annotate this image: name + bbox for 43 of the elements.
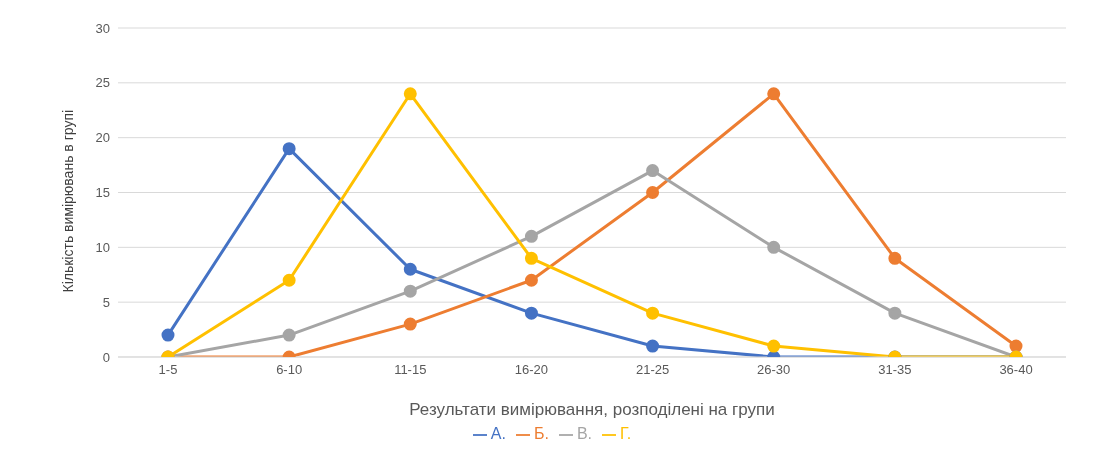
y-tick-label: 15 [95, 185, 110, 201]
legend-label: В. [576, 425, 593, 442]
x-tick-label: 31-35 [878, 362, 912, 378]
point [888, 251, 902, 265]
y-axis-title: Кількість вимірювань в групі [59, 109, 76, 293]
x-tick-label: 26-30 [757, 362, 791, 378]
point [767, 339, 781, 353]
point [524, 229, 538, 243]
y-tick-label: 10 [95, 239, 110, 255]
y-tick-label: 20 [95, 130, 110, 146]
point [1009, 339, 1023, 353]
y-tick-label: 0 [102, 349, 110, 365]
x-tick-label: 1-5 [158, 362, 178, 378]
point [888, 306, 902, 320]
point [403, 87, 417, 101]
point [161, 328, 175, 342]
point [524, 273, 538, 287]
point [646, 164, 660, 178]
point [282, 328, 296, 342]
point [767, 240, 781, 254]
point [646, 339, 660, 353]
y-tick-label: 30 [95, 20, 110, 36]
point [403, 317, 417, 331]
legend-label: Б. [533, 425, 549, 442]
point [524, 251, 538, 265]
x-tick-label: 16-20 [514, 362, 549, 378]
x-tick-label: 11-15 [394, 362, 427, 378]
x-tick-label: 36-40 [999, 362, 1033, 378]
point [767, 87, 781, 101]
point [646, 306, 660, 320]
y-tick-label: 25 [95, 75, 110, 91]
legend-label: Г. [620, 425, 632, 442]
x-tick-label: 6-10 [276, 362, 303, 378]
x-tick-label: 21-25 [635, 362, 670, 378]
y-tick-label: 5 [102, 294, 110, 310]
x-axis-title: Результати вимірювання, розподілені на групи [409, 400, 775, 419]
point [282, 142, 296, 156]
point [403, 284, 417, 298]
point [646, 186, 660, 199]
point [403, 262, 417, 276]
legend-label: А. [490, 425, 506, 442]
point [282, 273, 296, 287]
point [524, 306, 538, 320]
